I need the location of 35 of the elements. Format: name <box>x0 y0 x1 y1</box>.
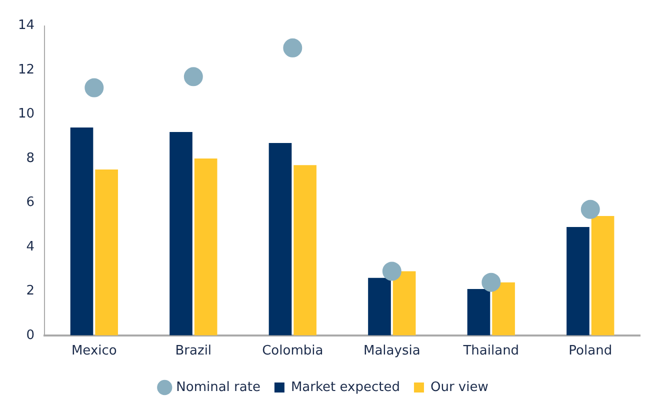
legend-label: Market expected <box>290 380 400 395</box>
bar <box>268 143 292 336</box>
y-tick-label: 8 <box>26 150 35 166</box>
point <box>184 67 203 86</box>
legend-label: Nominal rate <box>176 380 260 395</box>
x-tick-label: Malaysia <box>363 344 420 359</box>
y-tick-label: 12 <box>18 62 35 78</box>
y-tick-label: 2 <box>26 284 35 299</box>
bar <box>194 158 218 336</box>
bar <box>368 278 391 336</box>
y-tick-label: 6 <box>26 195 35 210</box>
y-tick-label: 4 <box>26 239 35 254</box>
bar <box>591 216 614 336</box>
y-tick-label: 14 <box>18 18 35 34</box>
bar <box>70 128 94 336</box>
x-tick-label: Brazil <box>175 344 212 359</box>
point <box>482 272 501 292</box>
point <box>84 78 104 98</box>
x-tick-label: Thailand <box>462 344 520 359</box>
legend-label: Our view <box>430 380 489 395</box>
y-tick-label: 10 <box>18 106 35 122</box>
point <box>580 200 600 219</box>
point <box>382 262 402 281</box>
point <box>283 38 302 58</box>
bar <box>566 227 590 336</box>
y-tick-label: 0 <box>26 328 35 343</box>
bar <box>392 271 416 336</box>
bar <box>467 288 490 336</box>
x-tick-label: Colombia <box>262 344 324 359</box>
bar <box>492 282 515 336</box>
bar <box>294 165 316 336</box>
bar <box>95 170 118 336</box>
x-tick-label: Poland <box>568 344 612 359</box>
x-tick-label: Mexico <box>71 344 117 359</box>
bar <box>170 132 192 336</box>
